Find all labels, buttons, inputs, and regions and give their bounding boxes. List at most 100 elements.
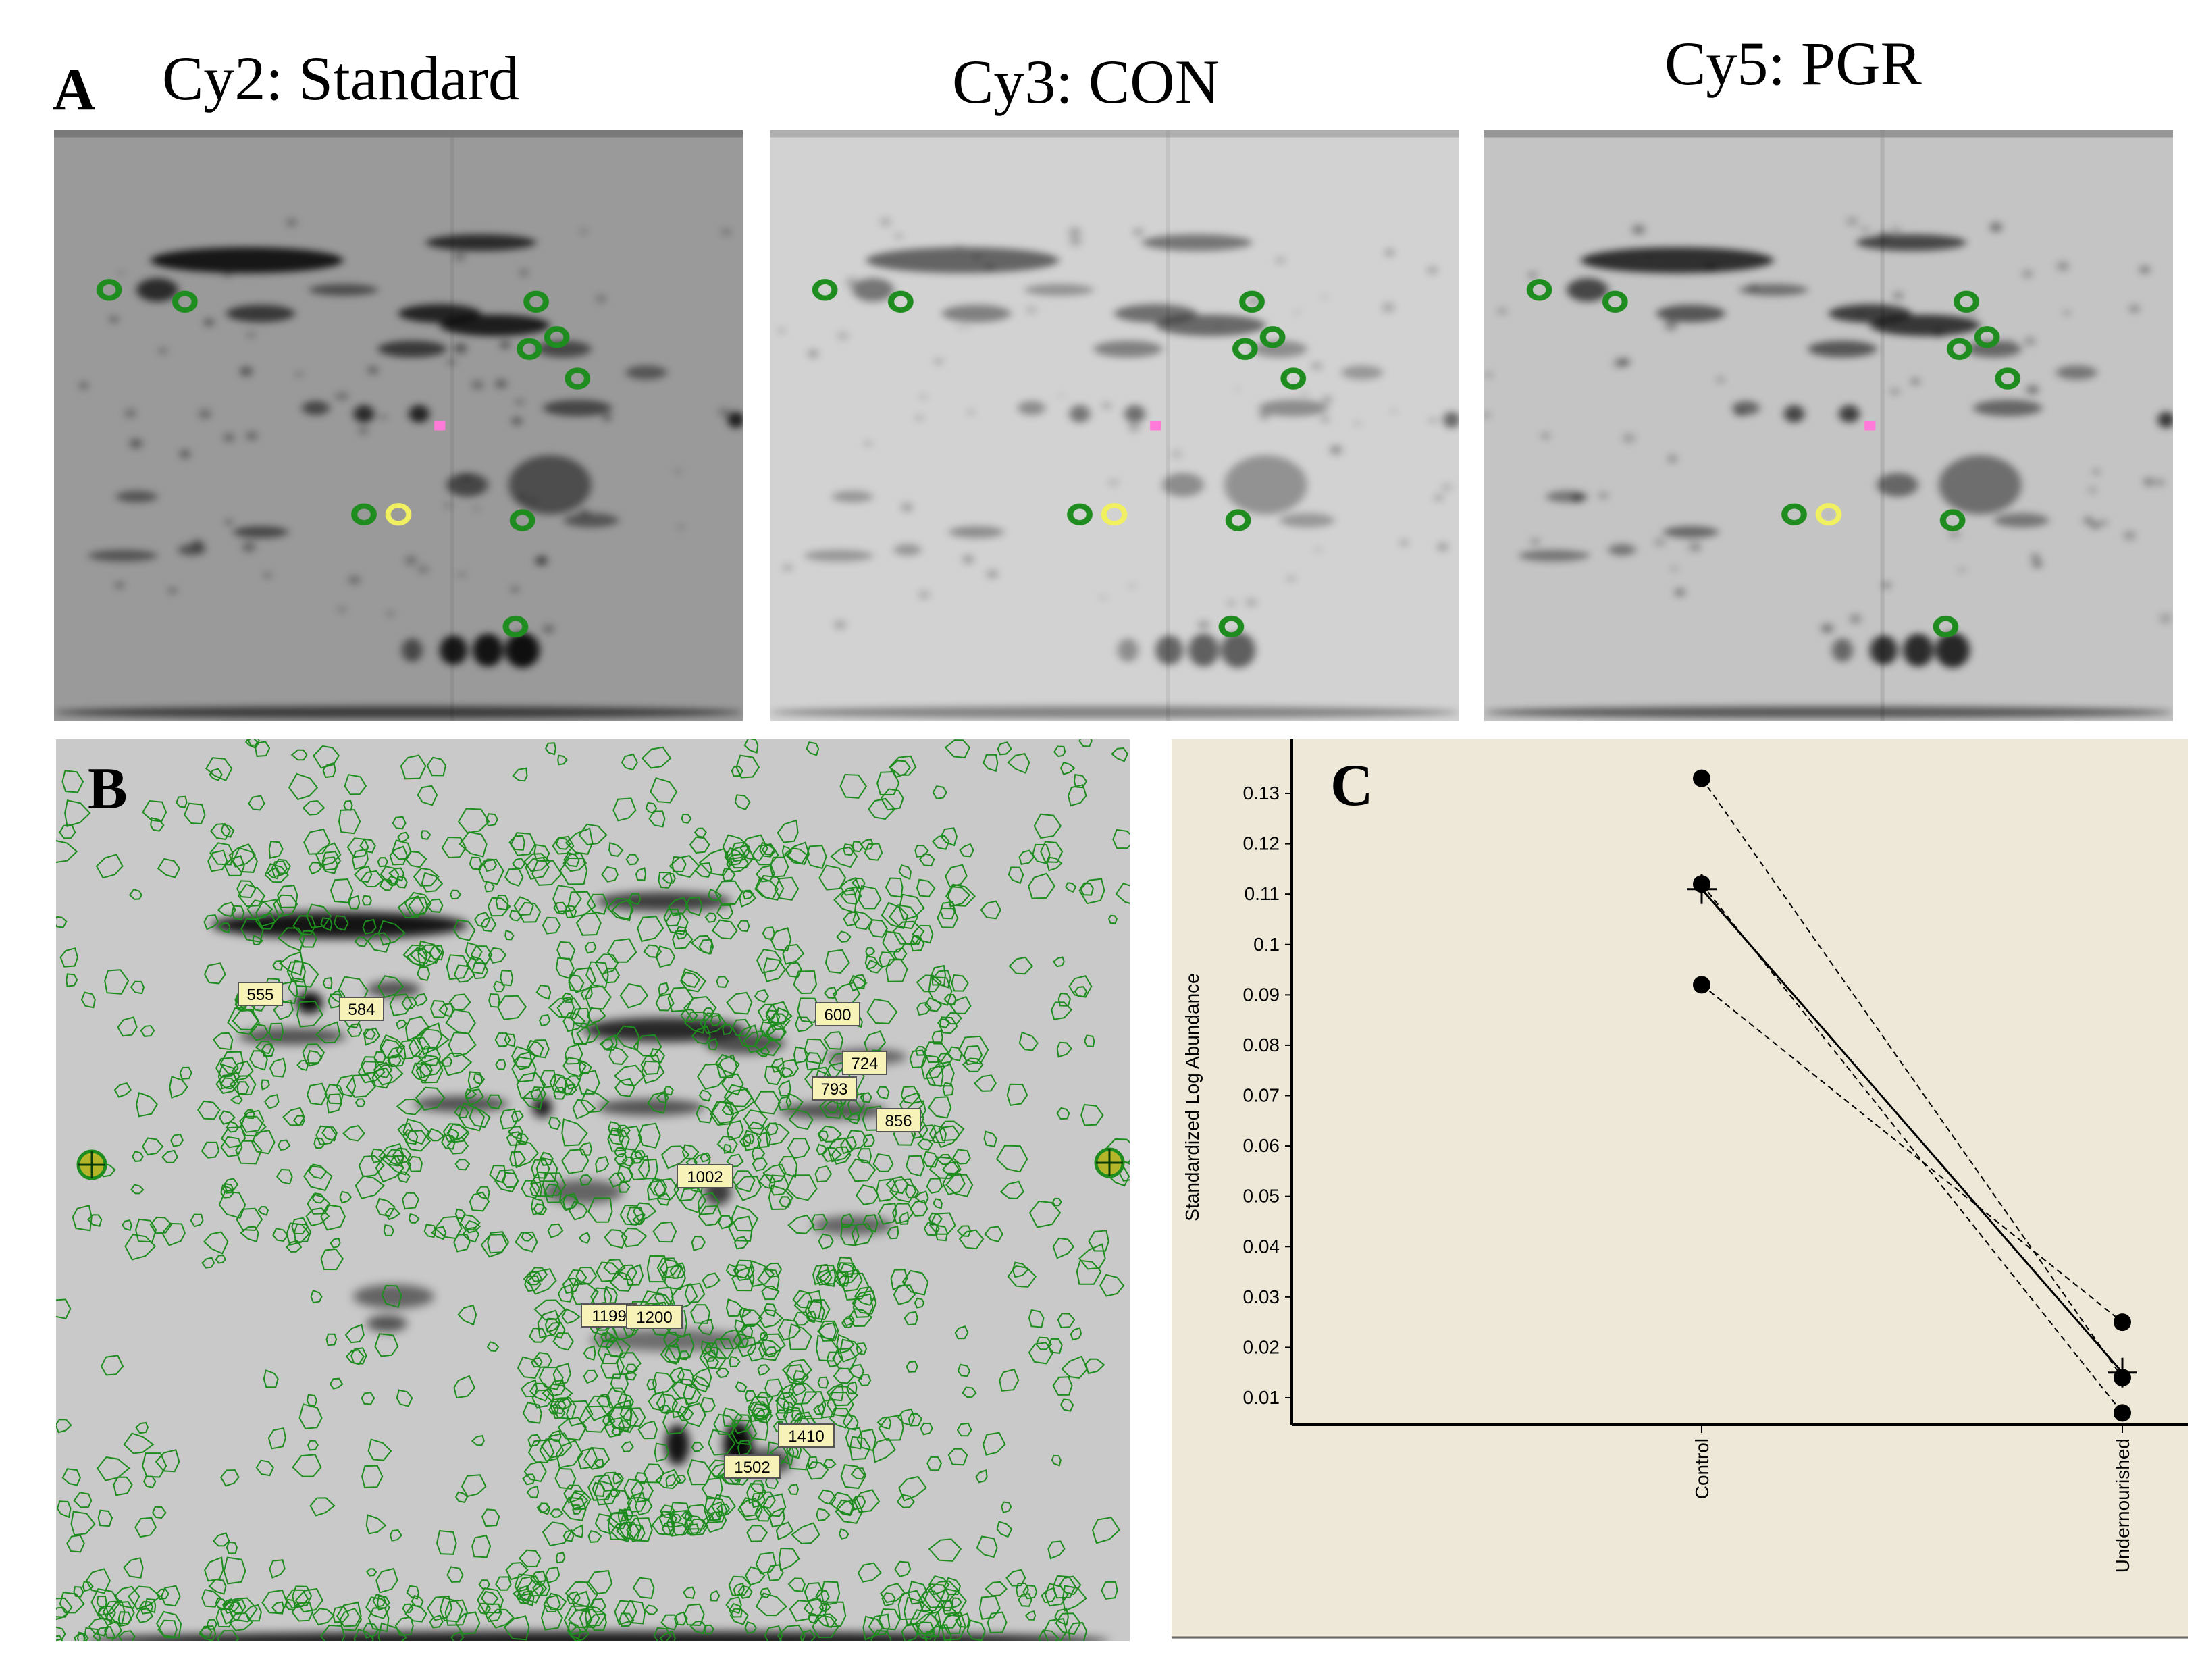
spot-outline bbox=[512, 857, 526, 870]
protein-spot bbox=[920, 394, 926, 400]
spot-outline bbox=[761, 1285, 780, 1301]
protein-spot bbox=[109, 316, 118, 323]
spot-outline bbox=[513, 896, 534, 916]
spot-outline bbox=[469, 1106, 491, 1128]
spot-outline bbox=[504, 868, 524, 887]
spot-outline bbox=[117, 1016, 138, 1037]
spot-outline bbox=[847, 1158, 876, 1182]
protein-spot bbox=[949, 526, 1004, 538]
spot-outline bbox=[777, 1155, 798, 1178]
spot-outline bbox=[896, 1494, 915, 1508]
spot-outline bbox=[892, 920, 925, 945]
spot-outline bbox=[232, 1060, 254, 1081]
spot-outline bbox=[845, 1427, 863, 1450]
spot-outline bbox=[793, 1311, 810, 1326]
protein-spot bbox=[2124, 531, 2135, 540]
spot-outline bbox=[179, 1066, 192, 1080]
protein-spot bbox=[770, 706, 1459, 718]
spot-outline bbox=[870, 1629, 892, 1641]
spot-outline bbox=[614, 1078, 635, 1097]
spot-outline bbox=[394, 1616, 414, 1636]
protein-spot bbox=[1529, 272, 1536, 278]
protein-spot bbox=[353, 1284, 434, 1309]
spot-outline bbox=[355, 1098, 366, 1107]
spot-outline bbox=[942, 1172, 966, 1196]
spot-outline bbox=[619, 1204, 646, 1226]
spot-outline bbox=[601, 866, 619, 883]
protein-spot bbox=[831, 490, 873, 503]
gel-streak bbox=[1880, 130, 1885, 721]
protein-spot bbox=[473, 633, 504, 667]
spot-outline bbox=[758, 1338, 782, 1361]
spot-outline bbox=[409, 947, 432, 965]
spot-outline bbox=[857, 1562, 882, 1583]
spot-outline bbox=[868, 797, 896, 820]
spot-outline bbox=[544, 1317, 560, 1333]
spot-outline bbox=[413, 867, 440, 887]
spot-outline bbox=[579, 1608, 600, 1629]
spot-outline bbox=[277, 927, 305, 951]
spot-outline bbox=[528, 1039, 550, 1059]
protein-spot bbox=[2031, 553, 2039, 560]
spot-outline bbox=[633, 1202, 657, 1222]
spot-outline bbox=[417, 1045, 442, 1066]
spot-outline bbox=[681, 1144, 700, 1159]
protein-spot bbox=[338, 606, 346, 613]
spot-outline bbox=[630, 1481, 654, 1503]
protein-spot bbox=[1665, 320, 1677, 331]
spot-label-text: 555 bbox=[246, 986, 273, 1004]
protein-spot bbox=[1959, 567, 1964, 573]
protein-spot bbox=[722, 228, 731, 236]
series-line-mean bbox=[1700, 888, 2124, 1373]
protein-spot bbox=[1531, 538, 1540, 545]
y-tick-label: 0.09 bbox=[1243, 984, 1280, 1005]
spot-outline bbox=[608, 1399, 633, 1429]
spot-outline bbox=[465, 955, 487, 975]
spot-outline bbox=[906, 1155, 925, 1177]
protein-spot bbox=[474, 506, 479, 510]
spot-outline bbox=[1022, 1585, 1038, 1600]
spot-outline bbox=[500, 970, 514, 987]
spot-outline bbox=[741, 1309, 763, 1328]
spot-label-555: 555 bbox=[238, 982, 283, 1006]
spot-outline bbox=[774, 876, 800, 901]
spot-outline bbox=[608, 841, 624, 857]
spot-outline bbox=[898, 864, 912, 881]
spot-outline bbox=[402, 1118, 430, 1145]
spot-outline bbox=[404, 1130, 431, 1152]
spot-outline bbox=[935, 1224, 948, 1242]
spot-outline bbox=[623, 1600, 646, 1625]
spot-outline bbox=[836, 1262, 860, 1286]
y-tick-label: 0.12 bbox=[1243, 833, 1280, 854]
spot-outline bbox=[666, 1333, 695, 1360]
spot-outline bbox=[578, 823, 608, 846]
spot-outline bbox=[932, 785, 947, 799]
protein-spot bbox=[1717, 376, 1725, 383]
spot-outline bbox=[812, 1614, 839, 1639]
spot-outline bbox=[448, 1032, 477, 1058]
spot-outline-green bbox=[544, 326, 570, 348]
spot-outline bbox=[519, 1590, 535, 1606]
spot-outline bbox=[518, 1549, 542, 1567]
spot-outline bbox=[350, 1347, 367, 1365]
spot-outline bbox=[139, 1600, 154, 1615]
spot-outline bbox=[916, 974, 943, 993]
spot-outline bbox=[157, 1619, 178, 1639]
spot-outline bbox=[817, 1613, 837, 1629]
spot-outline bbox=[910, 1609, 940, 1635]
spot-outline bbox=[906, 1361, 918, 1373]
gel-image-cy2 bbox=[54, 130, 743, 721]
spot-outline bbox=[778, 1547, 800, 1571]
spot-outline bbox=[1018, 1593, 1032, 1607]
spot-outline bbox=[854, 1489, 881, 1513]
spot-outline-yellow bbox=[1101, 503, 1128, 526]
spot-outline bbox=[623, 1508, 634, 1521]
spot-outline bbox=[361, 1465, 384, 1488]
spot-outline bbox=[603, 1489, 633, 1515]
spot-outline bbox=[417, 966, 431, 982]
spot-outline bbox=[459, 831, 488, 858]
spot-outline bbox=[729, 1356, 741, 1368]
spot-outline bbox=[248, 795, 265, 811]
spot-outline bbox=[658, 982, 669, 996]
spot-outline bbox=[1070, 1327, 1082, 1341]
